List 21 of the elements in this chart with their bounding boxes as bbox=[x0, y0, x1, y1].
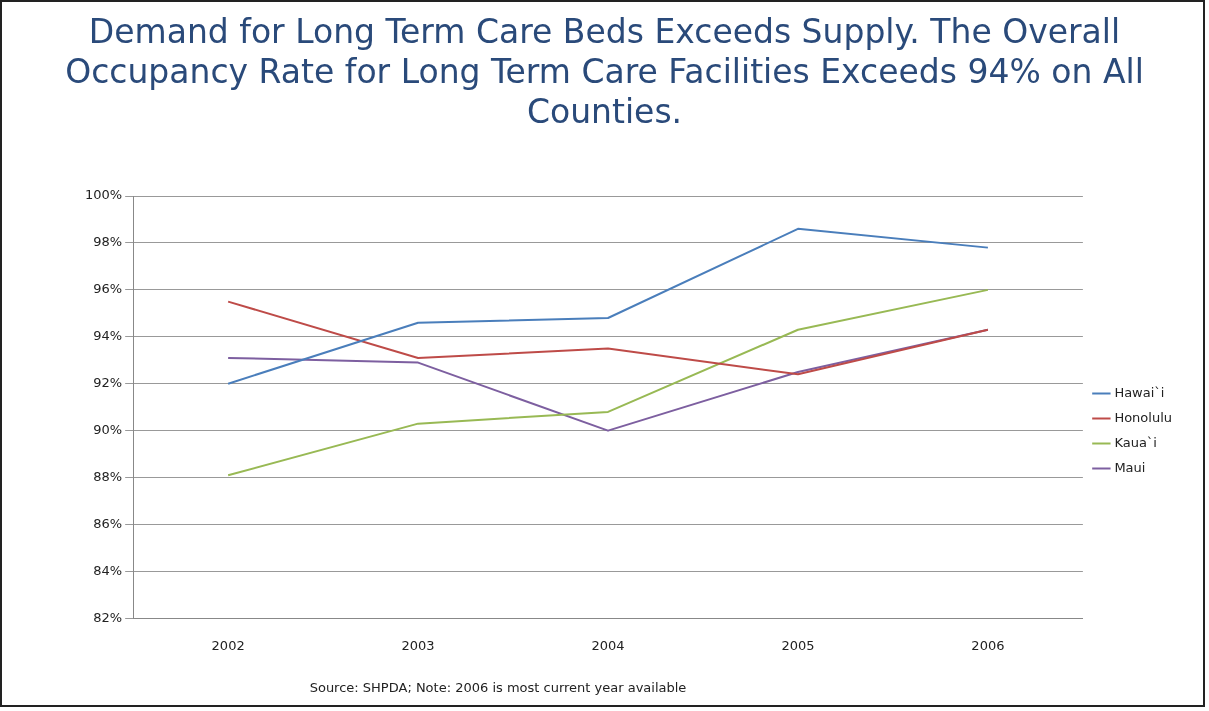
y-tick-label: 90% bbox=[93, 422, 123, 438]
y-tick-label: 86% bbox=[93, 515, 123, 531]
legend-label: Hawai`i bbox=[1114, 384, 1165, 400]
y-tick-label: 94% bbox=[93, 328, 123, 344]
legend-label: Kaua`i bbox=[1114, 434, 1157, 450]
x-tick-label: 2002 bbox=[211, 637, 245, 653]
y-tick-label: 98% bbox=[93, 234, 123, 250]
chart-title: Demand for Long Term Care Beds Exceeds Supply. The Overall Occupancy Rate for Long Term Care Facilities Exceeds 94% on All Counties. bbox=[64, 12, 1145, 132]
x-tick-label: 2005 bbox=[781, 637, 815, 653]
y-tick-label: 88% bbox=[93, 468, 123, 484]
y-tick-label: 84% bbox=[93, 562, 123, 578]
y-tick-label: 96% bbox=[93, 281, 123, 297]
x-tick-label: 2003 bbox=[401, 637, 435, 653]
y-tick-label: 82% bbox=[93, 609, 123, 625]
x-tick-label: 2006 bbox=[971, 637, 1005, 653]
legend-label: Maui bbox=[1114, 459, 1146, 475]
y-tick-label: 92% bbox=[93, 375, 123, 391]
x-tick-label: 2004 bbox=[591, 637, 625, 653]
source-note: Source: SHPDA; Note: 2006 is most current year available bbox=[309, 680, 687, 695]
y-tick-label: 100% bbox=[84, 187, 123, 203]
legend-label: Honolulu bbox=[1114, 409, 1172, 425]
